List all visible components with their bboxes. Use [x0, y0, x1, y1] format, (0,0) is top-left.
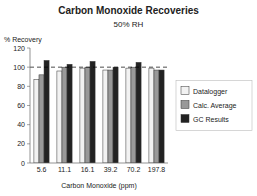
y-tick — [27, 67, 30, 68]
y-axis-line — [30, 48, 31, 163]
x-tick-label: 197.8 — [148, 166, 166, 173]
y-tick-label: 40 — [17, 121, 25, 128]
y-tick-label: 0 — [21, 160, 25, 167]
bar — [108, 70, 113, 163]
bar — [39, 75, 44, 163]
x-tick-label: 5.6 — [37, 166, 47, 173]
y-tick-label: 20 — [17, 140, 25, 147]
bar — [80, 68, 85, 163]
bar — [136, 62, 141, 163]
bar — [159, 70, 164, 163]
legend-swatch — [181, 101, 189, 109]
legend-swatch — [181, 87, 189, 95]
reference-line — [30, 67, 168, 68]
bar — [44, 60, 49, 163]
legend-label: Calc. Average — [193, 102, 237, 110]
bar — [126, 68, 131, 163]
bar — [90, 61, 95, 163]
bar — [67, 64, 72, 163]
subtitle: 50% RH — [114, 20, 144, 29]
x-axis-line — [30, 163, 168, 164]
bar — [154, 70, 159, 163]
bar — [103, 70, 108, 163]
legend-swatch — [181, 115, 189, 123]
legend-label: Datalogger — [193, 88, 228, 96]
bar — [131, 67, 136, 163]
chart: Carbon Monoxide Recoveries 50% RH % Recove… — [0, 0, 257, 196]
y-tick — [27, 48, 30, 49]
y-tick — [27, 86, 30, 87]
x-axis: 5.6 11.1 16.1 39.2 70.2 197.8 — [37, 166, 166, 173]
x-axis-label: Carbon Monoxide (ppm) — [61, 182, 136, 190]
x-tick-label: 16.1 — [81, 166, 95, 173]
x-tick-label: 70.2 — [127, 166, 141, 173]
bar — [149, 68, 154, 163]
y-tick — [27, 124, 30, 125]
legend: Datalogger Calc. Average GC Results — [176, 81, 252, 131]
y-tick-label: 60 — [17, 102, 25, 109]
x-tick-label: 11.1 — [58, 166, 71, 173]
title: Carbon Monoxide Recoveries — [58, 5, 199, 16]
y-axis-label: % Recovery — [4, 36, 42, 44]
bar — [85, 67, 90, 163]
bar — [62, 67, 67, 163]
y-tick — [27, 163, 30, 164]
legend-box — [176, 81, 252, 131]
chart-container: Carbon Monoxide Recoveries 50% RH % Recove… — [0, 0, 257, 196]
bars — [30, 60, 168, 163]
y-tick-label: 100 — [13, 64, 25, 71]
x-tick-label: 39.2 — [104, 166, 118, 173]
y-tick-label: 80 — [17, 83, 25, 90]
legend-label: GC Results — [193, 116, 229, 123]
bar — [113, 67, 118, 163]
y-tick — [27, 143, 30, 144]
bar — [57, 71, 62, 163]
bar — [34, 80, 39, 163]
y-axis: 0 20 40 60 80 100 120 — [13, 45, 30, 167]
y-tick — [27, 105, 30, 106]
y-tick-label: 120 — [13, 45, 25, 52]
